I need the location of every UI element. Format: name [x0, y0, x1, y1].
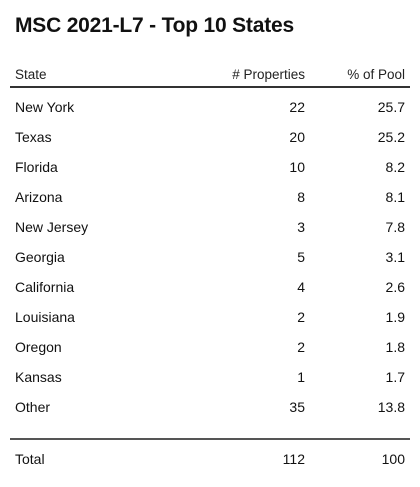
properties-cell: 5	[297, 249, 305, 265]
properties-cell: 35	[289, 399, 305, 415]
table-row: California 4 2.6	[10, 272, 410, 302]
total-label: Total	[15, 451, 45, 467]
state-cell: Kansas	[15, 369, 62, 385]
pool-cell: 1.7	[385, 369, 405, 385]
properties-cell: 8	[297, 189, 305, 205]
table-row: Arizona 8 8.1	[10, 182, 410, 212]
properties-cell: 20	[289, 129, 305, 145]
state-cell: Arizona	[15, 189, 63, 205]
pool-cell: 25.2	[377, 129, 405, 145]
pool-cell: 2.6	[385, 279, 405, 295]
pool-cell: 1.8	[385, 339, 405, 355]
state-cell: California	[15, 279, 75, 295]
pool-cell: 8.1	[385, 189, 405, 205]
state-cell: Oregon	[15, 339, 62, 355]
properties-cell: 1	[297, 369, 305, 385]
pool-cell: 8.2	[385, 159, 405, 175]
table-row: Other 35 13.8	[10, 392, 410, 422]
properties-cell: 2	[297, 339, 305, 355]
total-divider	[10, 422, 410, 440]
table-row: Georgia 5 3.1	[10, 242, 410, 272]
state-cell: New Jersey	[15, 219, 89, 235]
table-row: New York 22 25.7	[10, 92, 410, 122]
total-properties: 112	[282, 451, 305, 467]
pool-cell: 13.8	[377, 399, 405, 415]
column-header-pool: % of Pool	[347, 67, 405, 82]
table-row: Texas 20 25.2	[10, 122, 410, 152]
properties-cell: 10	[289, 159, 305, 175]
states-table: State # Properties % of Pool New York 22…	[10, 62, 410, 474]
properties-cell: 3	[297, 219, 305, 235]
table-row: Kansas 1 1.7	[10, 362, 410, 392]
properties-cell: 4	[297, 279, 305, 295]
column-header-state: State	[15, 67, 47, 82]
table-row: Louisiana 2 1.9	[10, 302, 410, 332]
properties-cell: 22	[289, 99, 305, 115]
table-header: State # Properties % of Pool	[10, 62, 410, 88]
table-body: New York 22 25.7 Texas 20 25.2 Florida 1…	[10, 88, 410, 422]
state-cell: Georgia	[15, 249, 65, 265]
pool-cell: 25.7	[377, 99, 405, 115]
total-pool: 100	[381, 451, 405, 467]
state-cell: Texas	[15, 129, 52, 145]
column-header-properties: # Properties	[232, 67, 305, 82]
table-row: New Jersey 3 7.8	[10, 212, 410, 242]
pool-cell: 3.1	[385, 249, 405, 265]
table-row: Oregon 2 1.8	[10, 332, 410, 362]
state-cell: New York	[15, 99, 75, 115]
total-row: Total 112 100	[10, 444, 410, 474]
pool-cell: 1.9	[385, 309, 405, 325]
pool-cell: 7.8	[385, 219, 405, 235]
state-cell: Florida	[15, 159, 58, 175]
chart-title: MSC 2021-L7 - Top 10 States	[15, 14, 294, 37]
table-row: Florida 10 8.2	[10, 152, 410, 182]
state-cell: Louisiana	[15, 309, 75, 325]
properties-cell: 2	[297, 309, 305, 325]
state-cell: Other	[15, 399, 51, 415]
